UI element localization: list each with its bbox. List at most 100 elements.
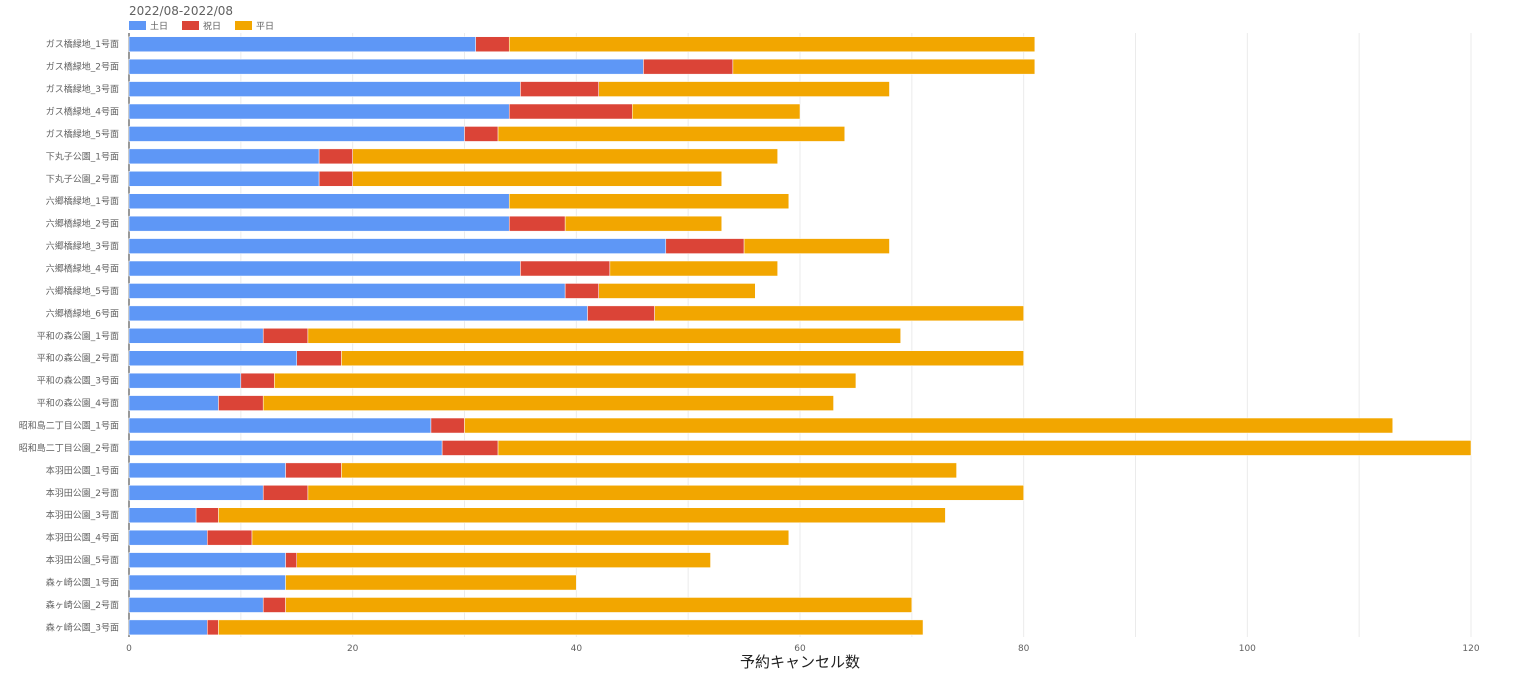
bar-segment[interactable] — [128, 58, 644, 75]
bar-segment[interactable] — [732, 58, 1036, 75]
bar-segment[interactable] — [207, 619, 219, 636]
bar-segment[interactable] — [341, 462, 957, 479]
legend-swatch — [182, 20, 200, 30]
bar-segment[interactable] — [497, 126, 845, 142]
bar-segment[interactable] — [128, 507, 197, 523]
bar-segment[interactable] — [296, 350, 342, 366]
bar-segment[interactable] — [508, 36, 1036, 52]
category-label: 平和の森公園_3号面 — [37, 375, 119, 387]
category-label: 下丸子公園_2号面 — [46, 173, 119, 185]
category-label: 平和の森公園_2号面 — [37, 352, 119, 364]
bar-segment[interactable] — [128, 552, 286, 568]
legend-label: 祝日 — [203, 21, 222, 32]
bar-segment[interactable] — [285, 574, 577, 591]
category-label: 昭和島二丁目公園_2号面 — [19, 442, 119, 454]
bar-segment[interactable] — [207, 529, 253, 546]
bar-segment[interactable] — [564, 215, 722, 232]
bar-segment[interactable] — [218, 507, 946, 523]
bar-segment[interactable] — [128, 171, 320, 187]
bar-segment[interactable] — [128, 350, 297, 366]
bar-segment[interactable] — [128, 305, 588, 322]
bar-segment[interactable] — [128, 193, 510, 209]
bar-segment[interactable] — [598, 283, 756, 299]
bar-segment[interactable] — [743, 238, 890, 254]
bar-segment[interactable] — [430, 417, 465, 434]
bar-segment[interactable] — [128, 417, 432, 434]
bar-segment[interactable] — [218, 395, 264, 411]
bar-segment[interactable] — [128, 215, 510, 232]
category-labels: ガス橋緑地_1号面ガス橋緑地_2号面ガス橋緑地_3号面ガス橋緑地_4号面ガス橋緑… — [19, 38, 119, 633]
bar-segment[interactable] — [128, 440, 443, 456]
bar-segment[interactable] — [464, 126, 499, 142]
x-tick-label: 80 — [1018, 644, 1030, 654]
bar-segment[interactable] — [128, 81, 521, 97]
bar-segment[interactable] — [464, 417, 1393, 434]
bar-segment[interactable] — [508, 193, 790, 209]
bar-segment[interactable] — [609, 260, 778, 277]
bar-segment[interactable] — [128, 619, 208, 636]
legend-swatch — [235, 20, 253, 30]
bar-segment[interactable] — [128, 283, 566, 299]
bar-segment[interactable] — [508, 215, 566, 232]
bar-segment[interactable] — [497, 440, 1472, 456]
bar-segment[interactable] — [520, 260, 611, 277]
category-label: 森ヶ崎公園_3号面 — [46, 621, 119, 633]
bar-segment[interactable] — [564, 283, 599, 299]
bar-segment[interactable] — [262, 395, 834, 411]
category-label: 六郷橋緑地_5号面 — [46, 285, 119, 297]
bar-segment[interactable] — [296, 552, 711, 568]
bar-segment[interactable] — [128, 574, 286, 591]
bar-segment[interactable] — [654, 305, 1024, 322]
bar-segment[interactable] — [274, 372, 857, 389]
bar-segment[interactable] — [520, 81, 599, 97]
bar-segment[interactable] — [251, 529, 790, 546]
bar-segment[interactable] — [128, 372, 242, 389]
category-label: ガス橋緑地_4号面 — [46, 106, 119, 118]
bar-segment[interactable] — [262, 597, 286, 613]
bar-segment[interactable] — [128, 148, 320, 165]
category-label: 下丸子公園_1号面 — [46, 150, 119, 162]
bar-segment[interactable] — [307, 485, 1024, 501]
bar-segment[interactable] — [632, 103, 801, 120]
bar-segment[interactable] — [128, 260, 521, 277]
bar-segment[interactable] — [128, 36, 476, 52]
bar-segment[interactable] — [285, 552, 298, 568]
bar-segment[interactable] — [318, 171, 353, 187]
bar-segment[interactable] — [441, 440, 499, 456]
legend-label: 土日 — [150, 21, 169, 32]
bar-segment[interactable] — [195, 507, 219, 523]
category-label: 平和の森公園_1号面 — [37, 330, 119, 342]
legend: 土日 祝日 平日 — [129, 19, 288, 32]
category-label: ガス橋緑地_2号面 — [46, 61, 119, 73]
bar-segment[interactable] — [218, 619, 924, 636]
bar-segment[interactable] — [262, 485, 309, 501]
bar-segment[interactable] — [598, 81, 890, 97]
bar-segment[interactable] — [285, 462, 342, 479]
bar-segment[interactable] — [643, 58, 734, 75]
category-label: 昭和島二丁目公園_1号面 — [19, 420, 119, 432]
bar-segment[interactable] — [587, 305, 655, 322]
bar-segment[interactable] — [341, 350, 1024, 366]
bar-segment[interactable] — [285, 597, 913, 613]
bar-segment[interactable] — [352, 148, 778, 165]
bar-segment[interactable] — [262, 328, 309, 344]
bar-segment[interactable] — [128, 103, 510, 120]
bar-segment[interactable] — [128, 395, 219, 411]
bar-segment[interactable] — [665, 238, 745, 254]
bar-segment[interactable] — [128, 126, 465, 142]
x-tick-label: 100 — [1239, 644, 1256, 654]
bar-segment[interactable] — [307, 328, 901, 344]
bar-segment[interactable] — [318, 148, 353, 165]
bar-segment[interactable] — [128, 238, 667, 254]
x-tick-label: 40 — [571, 644, 583, 654]
category-label: 平和の森公園_4号面 — [37, 397, 119, 409]
bar-segment[interactable] — [128, 485, 264, 501]
bar-segment[interactable] — [508, 103, 633, 120]
bar-segment[interactable] — [128, 597, 264, 613]
bar-segment[interactable] — [352, 171, 722, 187]
bar-segment[interactable] — [475, 36, 510, 52]
bar-segment[interactable] — [240, 372, 275, 389]
bar-segment[interactable] — [128, 328, 264, 344]
bar-segment[interactable] — [128, 462, 286, 479]
bar-segment[interactable] — [128, 529, 208, 546]
